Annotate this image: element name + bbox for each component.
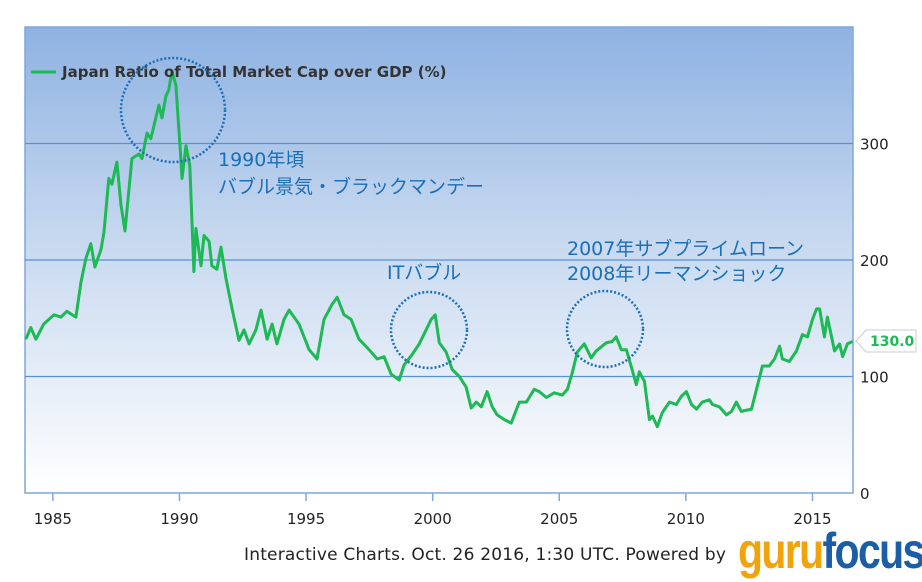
series-line-japan-market-cap-gdp[interactable]	[24, 69, 854, 429]
annotation-1990-line2: バブル景気・ブラックマンデー	[218, 175, 484, 198]
last-value-label: 130.0	[870, 334, 915, 350]
annotation-2007-line1: 2007年サブプライムローン	[567, 237, 804, 260]
x-tick-label: 1990	[160, 510, 198, 528]
y-tick-label: 300	[860, 136, 889, 154]
x-tick-label: 2000	[414, 510, 452, 528]
annotation-1990-line1: 1990年頃	[218, 149, 304, 171]
legend[interactable]: Japan Ratio of Total Market Cap over GDP…	[31, 63, 447, 81]
logo-guru: guru	[738, 523, 824, 579]
x-axis: 1985 1990 1995 2000 2005 2010 2015	[34, 493, 832, 528]
y-axis: 0 100 200 300	[860, 136, 889, 504]
gridlines	[25, 142, 853, 378]
y-tick-label: 100	[860, 369, 889, 387]
x-tick-label: 2005	[540, 510, 578, 528]
x-tick-label: 2010	[667, 510, 705, 528]
annotation-it-bubble: ITバブル	[387, 261, 461, 284]
annotation-circle-2007	[565, 289, 645, 369]
gurufocus-logo[interactable]: gurufocus	[738, 522, 922, 580]
last-value-flag: 130.0	[855, 329, 917, 353]
y-tick-label: 0	[860, 485, 870, 503]
annotation-2007-line2: 2008年リーマンショック	[567, 263, 786, 285]
y-tick-label: 200	[860, 252, 889, 270]
x-tick-label: 1985	[34, 510, 72, 528]
footer-text: Interactive Charts. Oct. 26 2016, 1:30 U…	[244, 545, 727, 565]
legend-label: Japan Ratio of Total Market Cap over GDP…	[61, 63, 447, 81]
annotation-circle-1990	[119, 56, 227, 164]
annotation-circle-2000	[389, 290, 469, 370]
logo-focus: focus	[822, 523, 922, 579]
x-tick-label: 2015	[793, 510, 831, 528]
x-tick-label: 1995	[287, 510, 325, 528]
annotation-circles	[119, 56, 645, 370]
